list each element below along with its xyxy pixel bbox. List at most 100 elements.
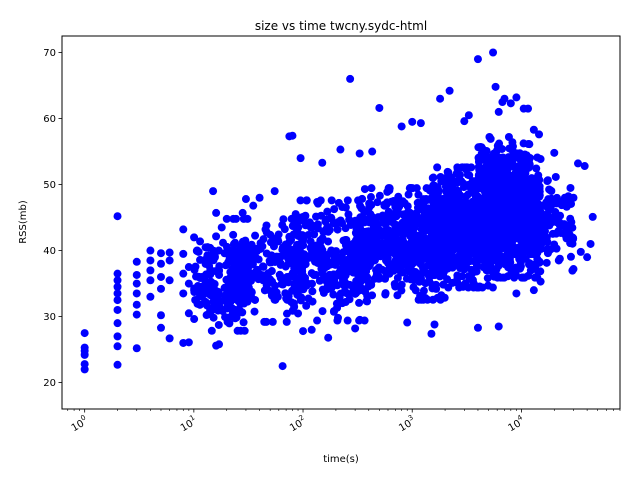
data-point: [250, 307, 259, 316]
data-point: [196, 237, 205, 246]
data-point: [526, 219, 535, 228]
data-point: [517, 273, 526, 282]
data-point: [335, 293, 344, 302]
data-point: [530, 250, 539, 259]
data-point: [288, 131, 297, 140]
data-point: [132, 344, 141, 353]
data-point: [454, 212, 463, 221]
data-point: [554, 256, 563, 265]
data-point: [475, 157, 484, 166]
data-point: [302, 196, 311, 205]
data-point: [245, 252, 254, 261]
data-point: [339, 248, 348, 257]
data-point: [310, 230, 319, 239]
data-point: [544, 195, 553, 204]
data-point: [384, 226, 393, 235]
data-point: [427, 329, 436, 338]
data-point: [184, 338, 193, 347]
data-point: [295, 216, 304, 225]
data-point: [179, 249, 188, 258]
data-point: [389, 196, 398, 205]
data-point: [447, 213, 456, 222]
data-point: [489, 155, 498, 164]
data-point: [336, 145, 345, 154]
data-point: [395, 252, 404, 261]
data-point: [437, 236, 446, 245]
data-point: [486, 209, 495, 218]
data-point: [113, 360, 122, 369]
data-point: [457, 251, 466, 260]
data-point: [375, 191, 384, 200]
y-tick-label: 60: [43, 114, 56, 125]
data-point: [535, 130, 544, 139]
data-point: [179, 225, 188, 234]
data-point: [355, 264, 364, 273]
data-point: [156, 249, 165, 258]
data-point: [132, 300, 141, 309]
data-point: [266, 277, 275, 286]
data-point: [330, 258, 339, 267]
y-tick-label: 20: [43, 378, 56, 389]
data-point: [451, 229, 460, 238]
data-point: [336, 265, 345, 274]
data-point: [512, 289, 521, 298]
data-point: [203, 251, 212, 260]
data-point: [389, 218, 398, 227]
data-point: [280, 225, 289, 234]
data-point: [330, 205, 339, 214]
data-point: [576, 247, 585, 256]
data-point: [512, 93, 521, 102]
data-point: [312, 212, 321, 221]
data-point: [458, 163, 467, 172]
data-point: [346, 74, 355, 83]
data-point: [344, 210, 353, 219]
data-point: [566, 183, 575, 192]
data-point: [483, 274, 492, 283]
data-point: [431, 189, 440, 198]
data-point: [214, 320, 223, 329]
data-point: [435, 252, 444, 261]
data-point: [184, 279, 193, 288]
data-point: [519, 161, 528, 170]
data-point: [206, 265, 215, 274]
data-point: [531, 273, 539, 282]
data-point: [509, 174, 518, 183]
data-point: [390, 260, 399, 269]
data-point: [381, 289, 390, 298]
data-point: [416, 119, 425, 128]
data-point: [238, 273, 247, 282]
data-point: [447, 184, 456, 193]
data-point: [465, 274, 474, 283]
data-point: [566, 252, 575, 261]
data-point: [480, 171, 489, 180]
data-point: [528, 242, 537, 251]
data-point: [276, 259, 285, 268]
data-point: [529, 286, 538, 295]
data-point: [264, 269, 273, 278]
data-point: [499, 157, 508, 166]
data-point: [341, 298, 350, 307]
data-point: [532, 164, 541, 173]
y-tick-label: 70: [43, 48, 56, 59]
data-point: [113, 305, 122, 314]
data-point: [486, 134, 495, 143]
data-point: [456, 238, 465, 247]
data-point: [431, 237, 440, 246]
data-point: [391, 230, 400, 239]
data-point: [410, 223, 419, 232]
data-point: [430, 264, 439, 273]
data-point: [288, 306, 297, 315]
data-point: [444, 257, 453, 266]
data-point: [537, 244, 546, 253]
data-point: [156, 311, 165, 320]
data-point: [508, 142, 517, 151]
data-point: [488, 182, 497, 191]
data-point: [475, 166, 484, 175]
data-point: [453, 279, 462, 288]
data-point: [273, 292, 282, 301]
y-tick-label: 40: [43, 246, 56, 257]
data-point: [512, 193, 521, 202]
data-point: [351, 324, 360, 333]
data-point: [333, 225, 342, 234]
data-point: [554, 227, 563, 236]
